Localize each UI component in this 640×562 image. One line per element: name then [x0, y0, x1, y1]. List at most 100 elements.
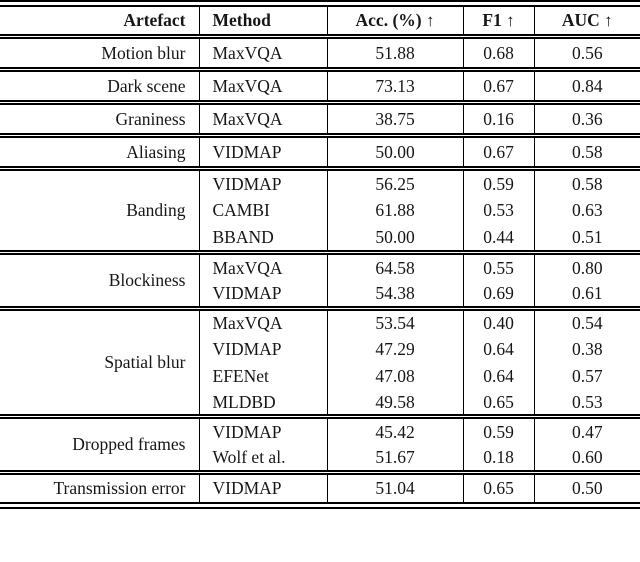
column-header-acc-label: Acc. (%) [355, 10, 422, 31]
column-header-auc: AUC ↑ [533, 3, 640, 37]
artefact-cell: Motion blur [101, 42, 186, 63]
acc-cell: 47.08 [326, 362, 463, 390]
column-header-acc: Acc. (%) ↑ [326, 3, 463, 37]
method-cell: VIDMAP [198, 168, 327, 197]
acc-cell: 47.29 [326, 335, 463, 363]
table-row: Dropped frames VIDMAP 45.42 0.59 0.47 [0, 416, 640, 454]
f1-cell: 0.69 [462, 280, 534, 309]
method-cell: VIDMAP [198, 472, 327, 506]
method-cell: VIDMAP [198, 135, 327, 169]
artefact-cell: Dark scene [107, 75, 186, 96]
acc-cell: 50.00 [326, 224, 463, 253]
table-row: EFENet 47.08 0.64 0.57 [0, 362, 640, 390]
method-cell: MLDBD [198, 389, 327, 417]
artefact-cell: Banding [126, 200, 186, 221]
row-group-spatial-blur: Spatial blur MaxVQA 53.54 0.40 0.54 VIDM… [0, 308, 640, 417]
auc-cell: 0.36 [533, 102, 640, 136]
acc-cell: 50.00 [326, 135, 463, 169]
table-row: Banding VIDMAP 56.25 0.59 0.58 [0, 168, 640, 220]
auc-cell: 0.80 [533, 252, 640, 281]
f1-cell: 0.53 [462, 196, 534, 225]
artefact-cell: Spatial blur [104, 352, 186, 373]
auc-cell: 0.56 [533, 36, 640, 70]
auc-cell: 0.58 [533, 135, 640, 169]
table-row: Wolf et al. 51.67 0.18 0.60 [0, 444, 640, 473]
acc-cell: 54.38 [326, 280, 463, 309]
method-cell: VIDMAP [198, 280, 327, 309]
row-group-blockiness: Blockiness MaxVQA 64.58 0.55 0.80 VIDMAP… [0, 252, 640, 309]
method-cell: MaxVQA [198, 69, 327, 103]
f1-cell: 0.65 [462, 472, 534, 506]
method-cell: EFENet [198, 362, 327, 390]
artefact-cell: Transmission error [53, 478, 186, 499]
f1-cell: 0.59 [462, 416, 534, 445]
acc-cell: 56.25 [326, 168, 463, 197]
row-group-dark-scene: Dark scene MaxVQA 73.13 0.67 0.84 [0, 69, 640, 103]
acc-cell: 49.58 [326, 389, 463, 417]
f1-cell: 0.64 [462, 335, 534, 363]
table-header: Artefact Method Acc. (%) ↑ F1 ↑ AUC ↑ [0, 3, 640, 37]
table-row: Dark scene MaxVQA 73.13 0.67 0.84 [0, 69, 640, 103]
acc-cell: 45.42 [326, 416, 463, 445]
f1-cell: 0.55 [462, 252, 534, 281]
acc-cell: 51.88 [326, 36, 463, 70]
row-group-motion-blur: Motion blur MaxVQA 51.88 0.68 0.56 [0, 36, 640, 70]
table-row: CAMBI 61.88 0.53 0.63 [0, 196, 640, 225]
acc-cell: 64.58 [326, 252, 463, 281]
table-row: MLDBD 49.58 0.65 0.53 [0, 389, 640, 417]
auc-cell: 0.38 [533, 335, 640, 363]
table-row: BBAND 50.00 0.44 0.51 [0, 224, 640, 253]
artefact-cell: Dropped frames [72, 434, 186, 455]
f1-cell: 0.64 [462, 362, 534, 390]
artefact-cell: Aliasing [126, 141, 186, 162]
auc-cell: 0.47 [533, 416, 640, 445]
table-row: Spatial blur MaxVQA 53.54 0.40 0.54 [0, 308, 640, 372]
row-group-aliasing: Aliasing VIDMAP 50.00 0.67 0.58 [0, 135, 640, 169]
auc-cell: 0.54 [533, 308, 640, 336]
table-row: Aliasing VIDMAP 50.00 0.67 0.58 [0, 135, 640, 169]
row-group-graniness: Graniness MaxVQA 38.75 0.16 0.36 [0, 102, 640, 136]
table-row: Transmission error VIDMAP 51.04 0.65 0.5… [0, 472, 640, 506]
table-row: Motion blur MaxVQA 51.88 0.68 0.56 [0, 36, 640, 70]
results-table: Artefact Method Acc. (%) ↑ F1 ↑ AUC ↑ Mo… [0, 0, 640, 509]
auc-cell: 0.50 [533, 472, 640, 506]
row-group-banding: Banding VIDMAP 56.25 0.59 0.58 CAMBI 61.… [0, 168, 640, 253]
artefact-cell: Blockiness [108, 270, 186, 291]
column-header-method: Method [198, 3, 327, 37]
arrow-up-icon: ↑ [604, 11, 613, 31]
row-group-dropped-frames: Dropped frames VIDMAP 45.42 0.59 0.47 Wo… [0, 416, 640, 473]
auc-cell: 0.57 [533, 362, 640, 390]
f1-cell: 0.65 [462, 389, 534, 417]
f1-cell: 0.18 [462, 444, 534, 473]
f1-cell: 0.44 [462, 224, 534, 253]
method-cell: MaxVQA [198, 36, 327, 70]
auc-cell: 0.53 [533, 389, 640, 417]
acc-cell: 51.04 [326, 472, 463, 506]
auc-cell: 0.63 [533, 196, 640, 225]
acc-cell: 51.67 [326, 444, 463, 473]
auc-cell: 0.84 [533, 69, 640, 103]
f1-cell: 0.40 [462, 308, 534, 336]
arrow-up-icon: ↑ [506, 11, 515, 31]
table-row: VIDMAP 47.29 0.64 0.38 [0, 335, 640, 363]
acc-cell: 73.13 [326, 69, 463, 103]
f1-cell: 0.16 [462, 102, 534, 136]
column-header-artefact: Artefact [123, 10, 186, 31]
table-row: VIDMAP 54.38 0.69 0.61 [0, 280, 640, 309]
f1-cell: 0.68 [462, 36, 534, 70]
method-cell: CAMBI [198, 196, 327, 225]
column-header-f1: F1 ↑ [462, 3, 534, 37]
arrow-up-icon: ↑ [425, 11, 435, 31]
table-row: Graniness MaxVQA 38.75 0.16 0.36 [0, 102, 640, 136]
auc-cell: 0.60 [533, 444, 640, 473]
column-header-auc-label: AUC [561, 10, 600, 31]
acc-cell: 53.54 [326, 308, 463, 336]
auc-cell: 0.51 [533, 224, 640, 253]
method-cell: Wolf et al. [198, 444, 327, 473]
method-cell: MaxVQA [198, 102, 327, 136]
method-cell: BBAND [198, 224, 327, 253]
auc-cell: 0.61 [533, 280, 640, 309]
method-cell: MaxVQA [198, 308, 327, 336]
f1-cell: 0.67 [462, 135, 534, 169]
